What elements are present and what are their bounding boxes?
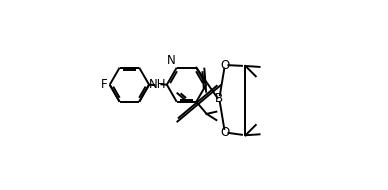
Text: F: F <box>101 78 107 91</box>
Text: O: O <box>220 126 230 139</box>
Text: NH: NH <box>149 78 167 91</box>
Text: B: B <box>215 92 223 105</box>
Text: N: N <box>167 54 176 67</box>
Text: O: O <box>220 59 230 72</box>
